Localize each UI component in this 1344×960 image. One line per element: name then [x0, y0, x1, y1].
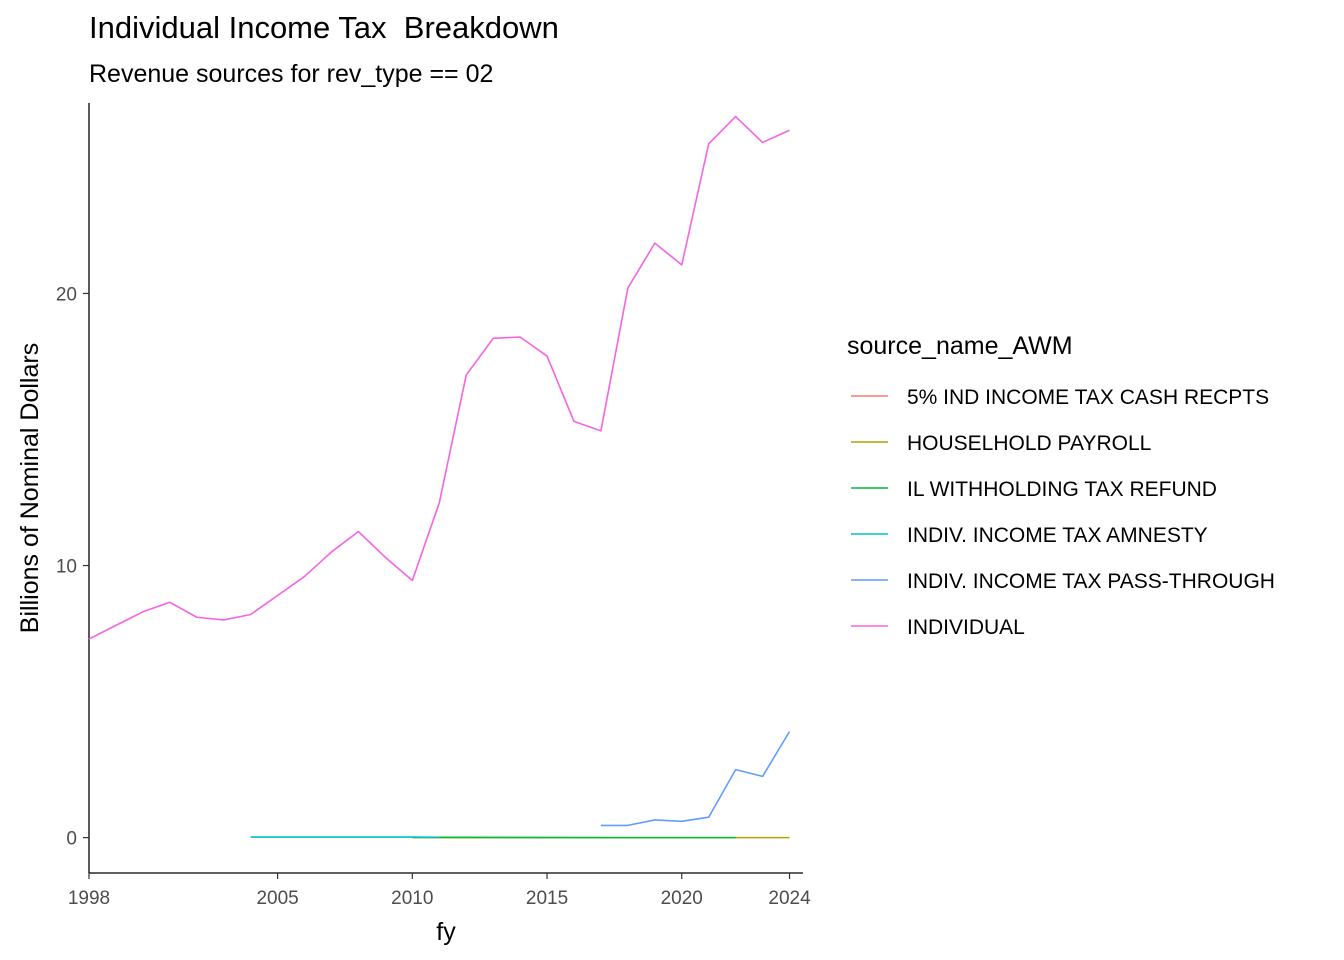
y-tick-label: 10: [56, 557, 77, 578]
x-tick-label: 1998: [68, 888, 110, 909]
legend-label-1: HOUSELHOLD PAYROLL: [907, 432, 1151, 455]
series-layer: [88, 115, 791, 839]
series-line-5: [88, 115, 790, 640]
legend-label-2: IL WITHHOLDING TAX REFUND: [907, 478, 1217, 501]
x-tick-label: 2020: [661, 888, 703, 909]
y-tick-label: 20: [56, 284, 77, 305]
y-tick-label: 0: [66, 829, 77, 850]
axes-layer: 1998 2005 2010 2015 2020 2024 0 10 20: [56, 103, 811, 909]
chart-subtitle: Revenue sources for rev_type == 02: [89, 60, 494, 88]
legend-label-3: INDIV. INCOME TAX AMNESTY: [907, 524, 1208, 547]
legend-label-5: INDIVIDUAL: [907, 616, 1025, 639]
series-line-4: [600, 731, 791, 827]
legend: source_name_AWM 5% IND INCOME TAX CASH R…: [847, 332, 1275, 639]
legend-label-0: 5% IND INCOME TAX CASH RECPTS: [907, 386, 1269, 409]
x-tick-label: 2010: [391, 888, 433, 909]
legend-title: source_name_AWM: [847, 332, 1073, 360]
x-tick-label: 2005: [256, 888, 298, 909]
x-tick-label: 2024: [768, 888, 811, 909]
x-axis-title: fy: [436, 918, 456, 946]
chart-title: Individual Income Tax Breakdown: [89, 10, 559, 45]
x-tick-label: 2015: [526, 888, 568, 909]
y-axis-title: Billions of Nominal Dollars: [16, 343, 44, 633]
legend-label-4: INDIV. INCOME TAX PASS-THROUGH: [907, 570, 1275, 593]
